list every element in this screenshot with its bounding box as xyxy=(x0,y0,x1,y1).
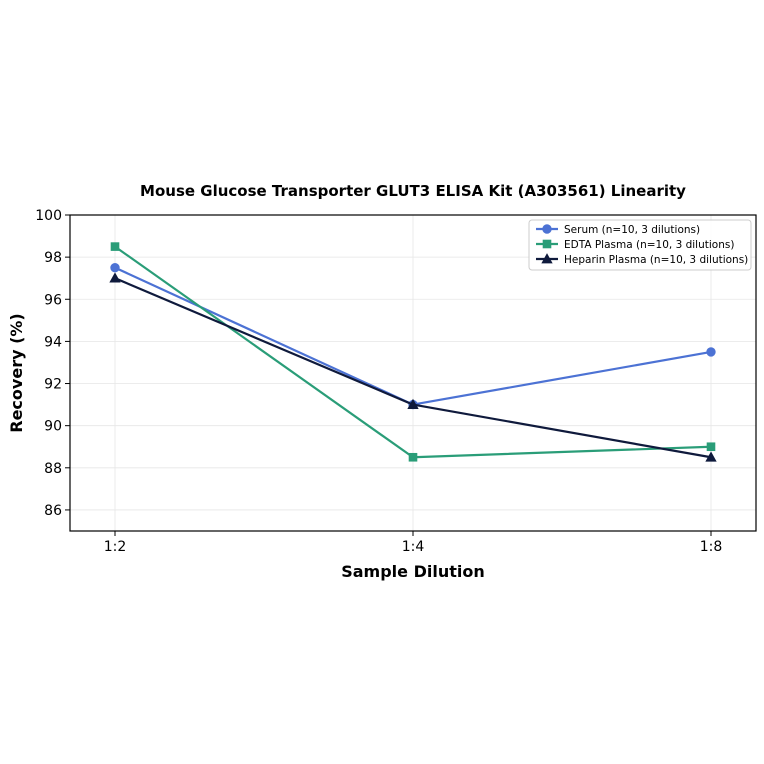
data-point xyxy=(110,242,120,251)
data-point xyxy=(109,272,121,283)
legend-label: Heparin Plasma (n=10, 3 dilutions) xyxy=(564,254,748,266)
series-layer xyxy=(109,242,717,462)
y-tick-label: 96 xyxy=(44,292,62,308)
y-tick-label: 94 xyxy=(44,334,62,350)
legend-marker xyxy=(541,253,553,264)
data-point xyxy=(706,442,716,452)
chart-title: Mouse Glucose Transporter GLUT3 ELISA Ki… xyxy=(140,182,686,200)
legend-item-1: EDTA Plasma (n=10, 3 dilutions) xyxy=(536,239,734,251)
x-tick-label: 1:8 xyxy=(700,539,723,555)
legend-marker xyxy=(542,224,552,234)
y-axis: 86 88 90 92 94 96 98 100 xyxy=(35,208,70,519)
y-tick-label: 92 xyxy=(44,377,62,393)
data-point xyxy=(706,347,716,357)
legend-box xyxy=(528,219,752,271)
legend-label: Serum (n=10, 3 dilutions) xyxy=(564,224,700,236)
legend: Serum (n=10, 3 dilutions) EDTA Plasma (n=… xyxy=(528,219,752,271)
series-2 xyxy=(109,272,717,462)
y-tick-label: 90 xyxy=(44,419,62,435)
legend-item-0: Serum (n=10, 3 dilutions) xyxy=(536,224,700,236)
x-axis-label: Sample Dilution xyxy=(341,562,485,581)
x-axis: 1:2 1:4 1:8 xyxy=(104,531,723,555)
x-tick-label: 1:2 xyxy=(104,539,127,555)
x-tick-label: 1:4 xyxy=(402,539,425,555)
y-tick-label: 98 xyxy=(44,250,62,266)
data-point xyxy=(110,262,120,273)
y-tick-label: 88 xyxy=(44,461,62,477)
legend-marker xyxy=(542,239,552,249)
data-point xyxy=(407,398,419,409)
series-1 xyxy=(110,242,716,462)
y-tick-label: 100 xyxy=(35,208,62,224)
legend-label: EDTA Plasma (n=10, 3 dilutions) xyxy=(564,239,734,251)
y-axis-label: Recovery (%) xyxy=(7,313,26,432)
y-tick-label: 86 xyxy=(44,503,62,519)
data-point xyxy=(408,452,418,462)
legend-item-2: Heparin Plasma (n=10, 3 dilutions) xyxy=(536,253,748,266)
data-point xyxy=(705,451,717,462)
